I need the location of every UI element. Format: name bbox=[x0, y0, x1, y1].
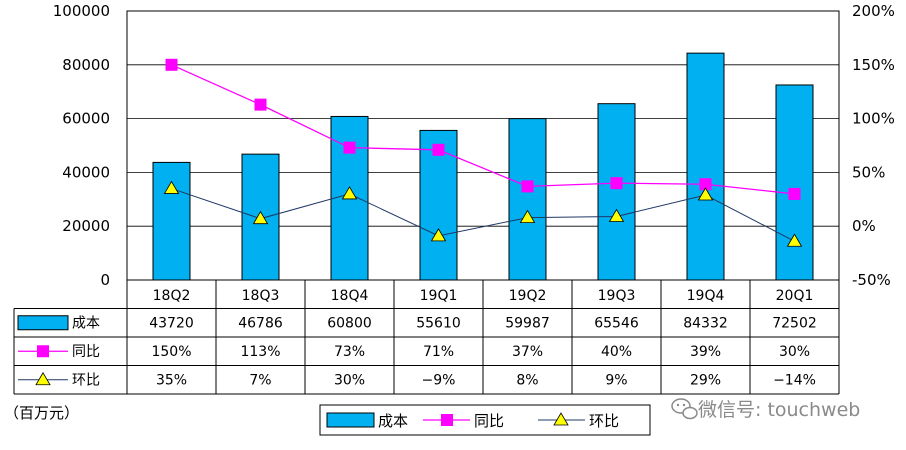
row-header: 环比 bbox=[72, 373, 100, 389]
row-header: 成本 bbox=[72, 316, 100, 332]
bar-series-cost bbox=[152, 52, 814, 281]
data-label: 9% bbox=[605, 373, 627, 389]
x-tick-label: 19Q4 bbox=[687, 288, 725, 304]
bar-18Q2 bbox=[152, 161, 191, 281]
data-label: 29% bbox=[690, 373, 721, 389]
yoy-marker-19Q1 bbox=[432, 143, 445, 156]
data-label: 46786 bbox=[238, 316, 283, 332]
legend-key-qoq-marker bbox=[553, 412, 569, 426]
y-left-tick: 40000 bbox=[62, 163, 110, 181]
data-label: 65546 bbox=[594, 316, 639, 332]
y-left-tick: 60000 bbox=[62, 110, 110, 128]
y-axis-left: 100000 80000 60000 40000 20000 0 bbox=[53, 2, 110, 289]
y-right-tick: 150% bbox=[852, 56, 895, 74]
qoq-marker-19Q3 bbox=[608, 208, 625, 222]
watermark-text: 微信号: touchweb bbox=[698, 399, 860, 421]
x-tick-label: 19Q3 bbox=[598, 288, 636, 304]
data-label: 150% bbox=[151, 344, 191, 360]
qoq-marker-19Q4 bbox=[697, 187, 714, 201]
bar-19Q3 bbox=[597, 103, 636, 281]
data-label: 55610 bbox=[416, 316, 461, 332]
data-label: 84332 bbox=[683, 316, 728, 332]
y-left-tick: 80000 bbox=[62, 56, 110, 74]
y-axis-right: 200% 150% 100% 50% 0% -50% bbox=[852, 2, 895, 289]
legend-key-bar bbox=[326, 412, 375, 428]
yoy-marker-20Q1 bbox=[788, 187, 801, 200]
wechat-icon bbox=[671, 398, 698, 420]
data-label: 40% bbox=[601, 344, 632, 360]
y-right-tick: -50% bbox=[852, 271, 891, 289]
row-header: 同比 bbox=[72, 344, 100, 360]
y-right-tick: 0% bbox=[852, 217, 876, 235]
yoy-marker-18Q2 bbox=[165, 58, 178, 71]
legend-box bbox=[319, 404, 651, 436]
data-label: 60800 bbox=[327, 316, 372, 332]
qoq-marker-19Q1 bbox=[430, 228, 447, 242]
yoy-marker-19Q4 bbox=[699, 178, 712, 191]
yoy-line bbox=[171, 64, 795, 195]
bar-19Q4 bbox=[686, 52, 725, 281]
x-tick-label: 18Q2 bbox=[153, 288, 191, 304]
x-tick-label: 19Q2 bbox=[509, 288, 547, 304]
data-label: 35% bbox=[156, 373, 187, 389]
y-right-tick: 200% bbox=[852, 2, 895, 20]
data-label: −9% bbox=[422, 373, 456, 389]
yoy-marker-18Q4 bbox=[343, 141, 356, 154]
yoy-marker-18Q3 bbox=[254, 98, 267, 111]
data-label: −14% bbox=[773, 373, 816, 389]
y-left-tick: 100000 bbox=[53, 2, 110, 20]
bar-19Q2 bbox=[508, 118, 547, 281]
data-label: 7% bbox=[249, 373, 271, 389]
data-label: 72502 bbox=[772, 316, 817, 332]
plot-area bbox=[126, 10, 840, 281]
plot-border bbox=[126, 10, 840, 281]
unit-label: （百万元） bbox=[4, 404, 79, 422]
legend-key-yoy-marker bbox=[441, 414, 453, 426]
data-label: 73% bbox=[334, 344, 365, 360]
qoq-line bbox=[171, 188, 795, 242]
y-left-tick: 0 bbox=[100, 271, 110, 289]
watermark: 微信号: touchweb bbox=[671, 398, 860, 421]
legend-label: 环比 bbox=[589, 412, 619, 430]
line-series bbox=[163, 58, 803, 247]
yoy-marker-19Q3 bbox=[610, 177, 623, 190]
x-tick-label: 18Q4 bbox=[331, 288, 369, 304]
x-tick-label: 18Q3 bbox=[242, 288, 280, 304]
row-key-bar bbox=[17, 315, 69, 331]
row-key-qoq-marker bbox=[35, 371, 51, 386]
data-label: 39% bbox=[690, 344, 721, 360]
qoq-marker-19Q2 bbox=[519, 209, 536, 223]
qoq-marker-18Q3 bbox=[252, 210, 269, 225]
data-label: 8% bbox=[516, 373, 538, 389]
y-left-tick: 20000 bbox=[62, 217, 110, 235]
legend: 成本 同比 环比 bbox=[319, 404, 651, 436]
data-label: 43720 bbox=[149, 316, 194, 332]
x-tick-label: 20Q1 bbox=[776, 288, 814, 304]
y-right-tick: 100% bbox=[852, 110, 895, 128]
qoq-marker-18Q4 bbox=[341, 186, 358, 200]
yoy-marker-19Q2 bbox=[521, 180, 534, 193]
qoq-marker-18Q2 bbox=[163, 180, 180, 194]
x-tick-label: 19Q1 bbox=[420, 288, 458, 304]
row-key-yoy-marker bbox=[37, 345, 49, 358]
data-label: 113% bbox=[240, 344, 280, 360]
data-label: 30% bbox=[779, 344, 810, 360]
legend-label: 成本 bbox=[378, 412, 408, 430]
y-right-tick: 50% bbox=[852, 163, 885, 181]
bar-20Q1 bbox=[775, 84, 814, 281]
data-label: 59987 bbox=[505, 316, 550, 332]
data-label: 71% bbox=[423, 344, 454, 360]
data-label: 30% bbox=[334, 373, 365, 389]
data-label: 37% bbox=[512, 344, 543, 360]
data-table: 18Q2 18Q3 18Q4 19Q1 19Q2 19Q3 19Q4 20Q1 成本 43720 4… bbox=[13, 280, 840, 395]
qoq-marker-20Q1 bbox=[786, 233, 803, 247]
legend-label: 同比 bbox=[474, 412, 504, 430]
